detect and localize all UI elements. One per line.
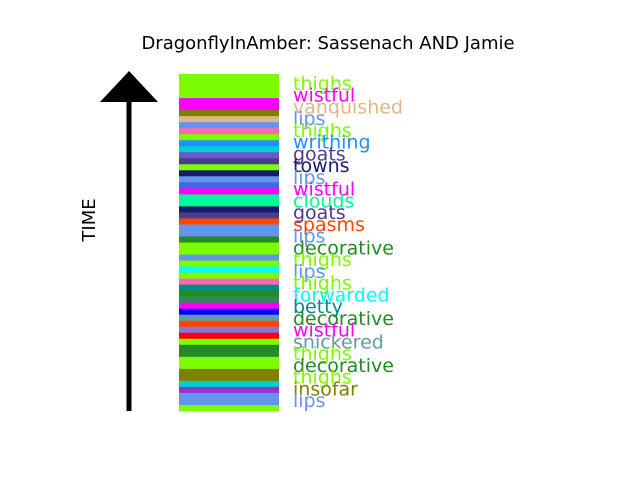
word-label: clouds [293, 190, 354, 212]
word-label: goats [293, 202, 346, 224]
word-label: betty [293, 296, 343, 318]
stripe [179, 374, 279, 382]
word-label: lips [293, 261, 326, 283]
stripe [179, 272, 279, 280]
stripe [179, 290, 279, 298]
stripe [179, 224, 279, 231]
word-label: wistful [293, 320, 355, 342]
stripe [179, 314, 279, 322]
word-label: lips [293, 108, 326, 130]
stripe [179, 122, 279, 129]
chart-title: DragonflyInAmber: Sassenach AND Jamie [141, 33, 514, 54]
word-label: spasms [293, 214, 365, 236]
stripe [179, 146, 279, 153]
stripe [179, 332, 279, 340]
time-axis-label: TIME [79, 198, 100, 242]
stripe [179, 326, 279, 334]
word-labels: thighswistfulvanquishedlipsthighswrithin… [293, 73, 403, 412]
stripe [179, 284, 279, 292]
stripe [179, 92, 279, 99]
stripe [179, 302, 279, 310]
stripe [179, 212, 279, 219]
stripe [179, 140, 279, 147]
stripe [179, 98, 279, 105]
stripe [179, 128, 279, 135]
word-label: wistful [293, 85, 355, 107]
word-label: vanquished [293, 96, 403, 118]
stripe [179, 206, 279, 213]
stripe [179, 236, 279, 243]
stripe [179, 80, 279, 87]
time-axis-arrowhead [100, 71, 158, 102]
word-label: thighs [293, 343, 352, 365]
word-label: goats [293, 143, 346, 165]
stripe [179, 86, 279, 93]
stripe [179, 266, 279, 274]
stripe [179, 386, 279, 394]
word-label: decorative [293, 308, 394, 330]
stripe [179, 362, 279, 370]
word-label: wistful [293, 179, 355, 201]
stripe [179, 278, 279, 286]
word-label: lips [293, 390, 326, 412]
stripe-column [179, 74, 279, 412]
stripe [179, 242, 279, 250]
stripe [179, 404, 279, 412]
stripe [179, 296, 279, 304]
stripe [179, 152, 279, 159]
word-label: snickered [293, 331, 384, 353]
stripe [179, 182, 279, 189]
word-label: insofar [293, 378, 358, 400]
stripe [179, 380, 279, 388]
word-label: lips [293, 226, 326, 248]
word-label: thighs [293, 273, 352, 295]
stripe [179, 170, 279, 177]
stripe [179, 338, 279, 346]
stripe [179, 392, 279, 400]
stripe [179, 74, 279, 81]
word-label: thighs [293, 120, 352, 142]
stripe [179, 134, 279, 141]
stripe [179, 194, 279, 201]
stripe [179, 188, 279, 195]
word-label: thighs [293, 249, 352, 271]
stripe [179, 254, 279, 262]
stripe [179, 260, 279, 268]
word-label: lips [293, 167, 326, 189]
stripe [179, 368, 279, 376]
stripe [179, 230, 279, 237]
stripe [179, 176, 279, 183]
word-label: writhing [293, 132, 371, 154]
word-label: thighs [293, 367, 352, 389]
stripe [179, 218, 279, 225]
time-axis: TIME [79, 71, 158, 411]
stripe [179, 104, 279, 111]
stripe [179, 200, 279, 207]
word-label: towns [293, 155, 350, 177]
word-label: thighs [293, 73, 352, 95]
word-label: decorative [293, 237, 394, 259]
stripe [179, 320, 279, 328]
stripe [179, 356, 279, 364]
stripe [179, 350, 279, 358]
stripe [179, 158, 279, 165]
stripe [179, 344, 279, 352]
stripe [179, 164, 279, 171]
word-label: forwarded [293, 284, 390, 306]
stripe [179, 248, 279, 256]
stripe [179, 116, 279, 123]
stripe [179, 308, 279, 316]
stripe [179, 398, 279, 406]
word-label: decorative [293, 355, 394, 377]
stripe [179, 110, 279, 117]
